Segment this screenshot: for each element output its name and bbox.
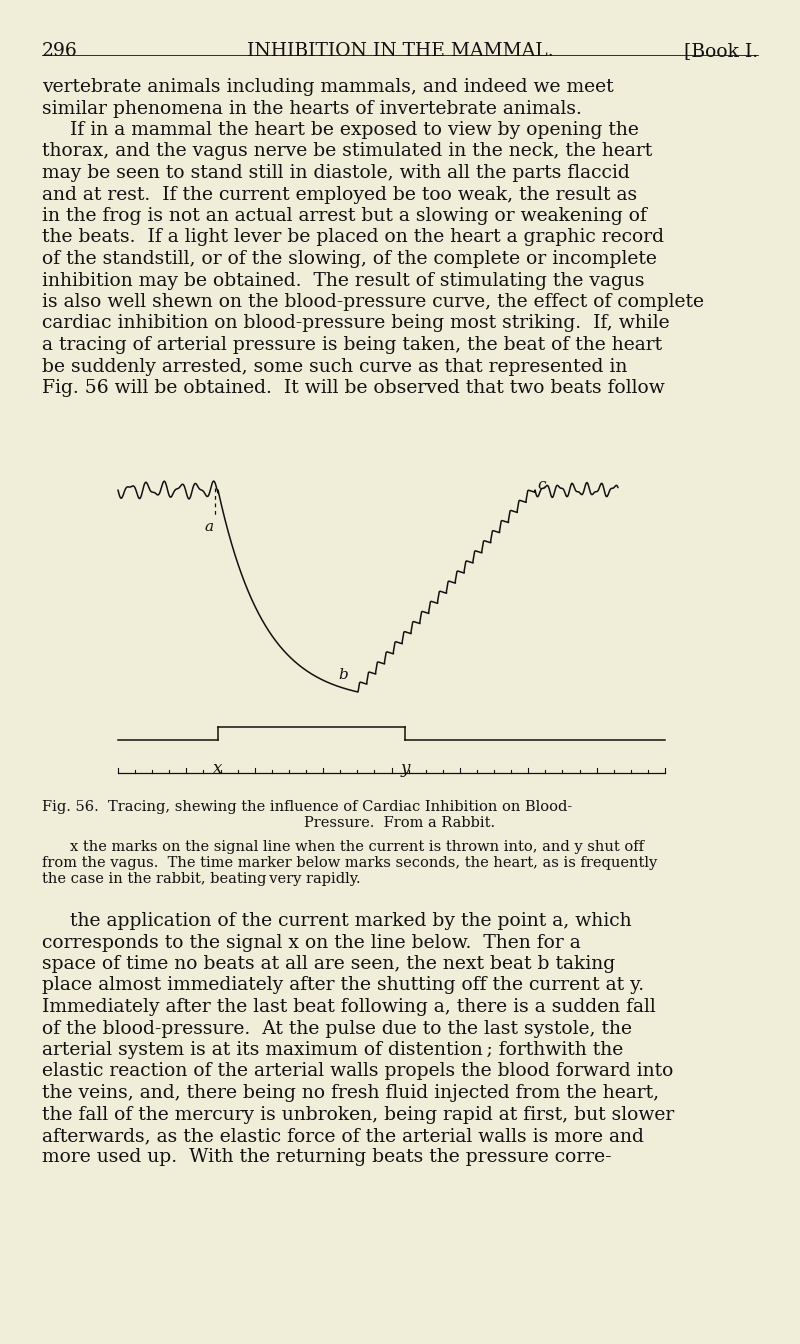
Text: x: x [214, 759, 222, 777]
Text: may be seen to stand still in diastole, with all the parts flaccid: may be seen to stand still in diastole, … [42, 164, 630, 181]
Text: cardiac inhibition on blood-pressure being most striking.  If, while: cardiac inhibition on blood-pressure bei… [42, 314, 670, 332]
Text: y: y [400, 759, 410, 777]
Text: [Book I.: [Book I. [684, 42, 758, 60]
Text: the beats.  If a light lever be placed on the heart a graphic record: the beats. If a light lever be placed on… [42, 228, 664, 246]
Text: and at rest.  If the current employed be too weak, the result as: and at rest. If the current employed be … [42, 185, 637, 203]
Text: from the vagus.  The time marker below marks seconds, the heart, as is frequentl: from the vagus. The time marker below ma… [42, 856, 658, 870]
Text: of the standstill, or of the slowing, of the complete or incomplete: of the standstill, or of the slowing, of… [42, 250, 657, 267]
Text: corresponds to the signal x on the line below.  Then for a: corresponds to the signal x on the line … [42, 934, 581, 952]
Text: a tracing of arterial pressure is being taken, the beat of the heart: a tracing of arterial pressure is being … [42, 336, 662, 353]
Text: If in a mammal the heart be exposed to view by opening the: If in a mammal the heart be exposed to v… [70, 121, 639, 138]
Text: is also well shewn on the blood-pressure curve, the effect of complete: is also well shewn on the blood-pressure… [42, 293, 704, 310]
Text: be suddenly arrested, some such curve as that represented in: be suddenly arrested, some such curve as… [42, 358, 627, 375]
Text: more used up.  With the returning beats the pressure corre-: more used up. With the returning beats t… [42, 1149, 612, 1167]
Text: vertebrate animals including mammals, and indeed we meet: vertebrate animals including mammals, an… [42, 78, 614, 95]
Text: place almost immediately after the shutting off the current at y.: place almost immediately after the shutt… [42, 977, 644, 995]
Text: x the marks on the signal line when the current is thrown into, and y shut off: x the marks on the signal line when the … [70, 840, 644, 853]
Text: the application of the current marked by the point a, which: the application of the current marked by… [70, 913, 632, 930]
Text: 296: 296 [42, 42, 78, 60]
Text: b: b [338, 668, 348, 681]
Text: afterwards, as the elastic force of the arterial walls is more and: afterwards, as the elastic force of the … [42, 1128, 644, 1145]
Text: Immediately after the last beat following a, there is a sudden fall: Immediately after the last beat followin… [42, 999, 656, 1016]
Text: inhibition may be obtained.  The result of stimulating the vagus: inhibition may be obtained. The result o… [42, 271, 645, 289]
Text: similar phenomena in the hearts of invertebrate animals.: similar phenomena in the hearts of inver… [42, 99, 582, 117]
Text: arterial system is at its maximum of distention ; forthwith the: arterial system is at its maximum of dis… [42, 1042, 623, 1059]
Text: Fig. 56.  Tracing, shewing the influence of Cardiac Inhibition on Blood-: Fig. 56. Tracing, shewing the influence … [42, 800, 572, 814]
Text: elastic reaction of the arterial walls propels the blood forward into: elastic reaction of the arterial walls p… [42, 1063, 674, 1081]
Text: space of time no beats at all are seen, the next beat b taking: space of time no beats at all are seen, … [42, 956, 615, 973]
Text: the case in the rabbit, beating very rapidly.: the case in the rabbit, beating very rap… [42, 872, 361, 886]
Text: a: a [205, 520, 214, 534]
Text: the veins, and, there being no fresh fluid injected from the heart,: the veins, and, there being no fresh flu… [42, 1085, 659, 1102]
Text: c: c [537, 478, 546, 492]
Text: Fig. 56 will be obtained.  It will be observed that two beats follow: Fig. 56 will be obtained. It will be obs… [42, 379, 665, 396]
Text: INHIBITION IN THE MAMMAL.: INHIBITION IN THE MAMMAL. [246, 42, 554, 60]
Text: of the blood-pressure.  At the pulse due to the last systole, the: of the blood-pressure. At the pulse due … [42, 1020, 632, 1038]
Text: thorax, and the vagus nerve be stimulated in the neck, the heart: thorax, and the vagus nerve be stimulate… [42, 142, 652, 160]
Text: Pressure.  From a Rabbit.: Pressure. From a Rabbit. [305, 816, 495, 831]
Text: in the frog is not an actual arrest but a slowing or weakening of: in the frog is not an actual arrest but … [42, 207, 647, 224]
Text: the fall of the mercury is unbroken, being rapid at first, but slower: the fall of the mercury is unbroken, bei… [42, 1106, 674, 1124]
